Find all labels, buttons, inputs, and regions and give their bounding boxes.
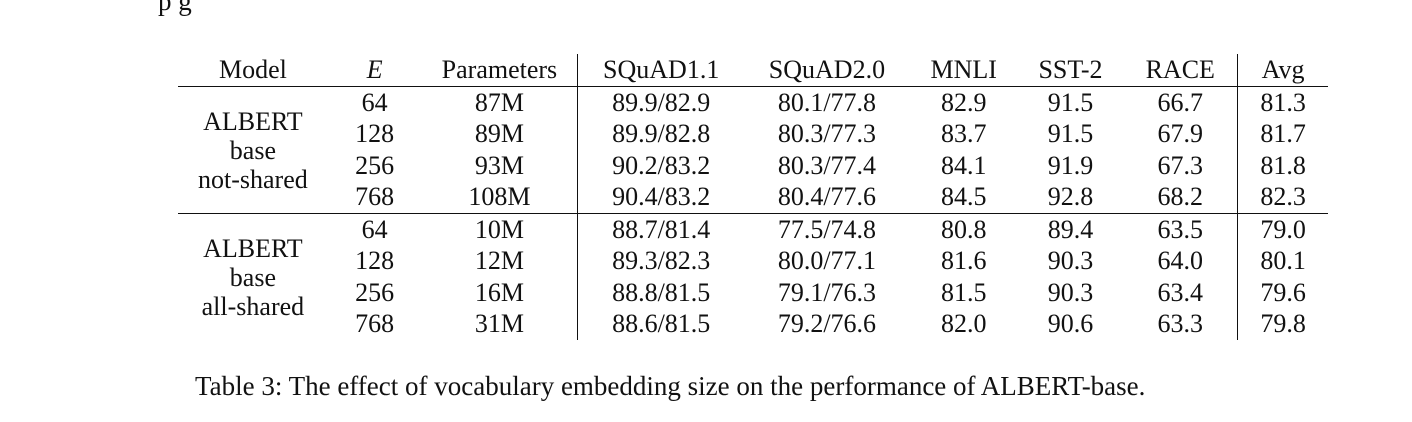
cell-params: 16M [474, 277, 524, 307]
model-line: base [229, 262, 276, 292]
header-race: RACE [1123, 54, 1238, 87]
cell-e: 256 [355, 150, 395, 180]
model-group-not-shared: ALBERT base not-shared [178, 86, 328, 214]
table-row: 768 108M 90.4/83.2 80.4/77.6 84.5 92.8 6… [178, 181, 1328, 214]
cell-params: 10M [421, 213, 578, 246]
cell-sst2: 91.5 [1017, 86, 1124, 119]
cell-mnli: 82.0 [940, 309, 987, 339]
cell-squad11: 89.3/82.3 [577, 245, 745, 277]
model-line: ALBERT [203, 233, 303, 263]
cell-params: 31M [474, 309, 524, 339]
table-header-row: Model E Parameters SQuAD1.1 SQuAD2.0 MNL… [178, 54, 1328, 87]
cell-params: 93M [474, 150, 524, 180]
cell-squad11: 89.9/82.9 [577, 86, 745, 119]
cell-race: 67.3 [1157, 150, 1204, 180]
cell-squad11: 90.4/83.2 [577, 181, 745, 214]
model-line: not-shared [198, 164, 308, 194]
cell-mnli: 81.6 [940, 246, 987, 276]
cell-squad11: 88.8/81.5 [577, 277, 745, 309]
cell-sst2: 90.6 [1047, 309, 1094, 339]
cell-e: 64 [327, 86, 422, 119]
cell-mnli: 83.7 [940, 119, 987, 149]
cell-squad20: 77.5/74.8 [744, 213, 910, 246]
cell-squad11: 90.2/83.2 [577, 150, 745, 182]
cell-avg: 79.8 [1237, 308, 1328, 340]
cell-sst2: 91.5 [1047, 119, 1094, 149]
cell-e: 256 [355, 277, 395, 307]
cell-params: 12M [474, 246, 524, 276]
header-mnli: MNLI [909, 54, 1018, 87]
cell-race: 66.7 [1123, 86, 1238, 119]
header-parameters: Parameters [421, 54, 578, 87]
model-group-all-shared: ALBERT base all-shared [178, 213, 328, 340]
table-row: 128 12M 89.3/82.3 80.0/77.1 81.6 90.3 64… [178, 245, 1328, 277]
cell-params: 108M [468, 182, 531, 212]
cell-squad20: 80.4/77.6 [777, 182, 877, 212]
cell-e: 64 [327, 213, 422, 246]
model-line: all-shared [201, 291, 305, 321]
cell-mnli: 81.5 [940, 277, 987, 307]
header-squad20: SQuAD2.0 [744, 54, 910, 87]
cell-squad11: 88.7/81.4 [577, 213, 745, 246]
model-line: ALBERT [203, 106, 303, 136]
cell-race: 63.3 [1157, 309, 1204, 339]
header-e: E [327, 54, 422, 87]
results-table: Model E Parameters SQuAD1.1 SQuAD2.0 MNL… [178, 54, 1328, 340]
cell-squad20: 80.3/77.4 [777, 150, 877, 180]
cell-avg: 81.3 [1237, 86, 1328, 119]
cell-avg: 81.8 [1237, 150, 1328, 182]
cell-mnli: 82.9 [909, 86, 1018, 119]
cell-params: 87M [421, 86, 578, 119]
cell-squad11: 89.9/82.8 [577, 118, 745, 150]
cell-race: 67.9 [1157, 119, 1204, 149]
cell-avg: 82.3 [1237, 181, 1328, 214]
cell-mnli: 84.1 [940, 150, 987, 180]
cell-sst2: 90.3 [1047, 277, 1094, 307]
cell-e: 128 [355, 119, 395, 149]
cell-params: 89M [474, 119, 524, 149]
truncated-text-line: p g [158, 0, 192, 16]
table-row: 768 31M 88.6/81.5 79.2/76.6 82.0 90.6 63… [178, 308, 1328, 340]
cell-squad20: 80.0/77.1 [777, 246, 877, 276]
cell-e: 768 [355, 182, 395, 212]
header-squad11: SQuAD1.1 [577, 54, 745, 87]
cell-squad20: 80.1/77.8 [744, 86, 910, 119]
cell-squad11: 88.6/81.5 [577, 308, 745, 340]
cell-race: 68.2 [1157, 182, 1204, 212]
cell-race: 63.5 [1123, 213, 1238, 246]
cell-sst2: 90.3 [1047, 246, 1094, 276]
table-row: 256 16M 88.8/81.5 79.1/76.3 81.5 90.3 63… [178, 277, 1328, 309]
table-row: 128 89M 89.9/82.8 80.3/77.3 83.7 91.5 67… [178, 118, 1328, 150]
table-row: ALBERT base not-shared 64 87M 89.9/82.9 … [178, 86, 1328, 214]
cell-squad20: 79.2/76.6 [777, 309, 877, 339]
cell-avg: 79.0 [1237, 213, 1328, 246]
header-avg: Avg [1237, 54, 1328, 87]
cell-race: 63.4 [1157, 277, 1204, 307]
header-model: Model [178, 54, 328, 87]
cell-mnli: 84.5 [940, 182, 987, 212]
header-sst2: SST-2 [1017, 54, 1124, 87]
cell-avg: 79.6 [1237, 277, 1328, 309]
cell-sst2: 91.9 [1047, 150, 1094, 180]
cell-e: 128 [355, 246, 395, 276]
table-row: ALBERT base all-shared 64 10M 88.7/81.4 … [178, 213, 1328, 340]
cell-sst2: 89.4 [1017, 213, 1124, 246]
cell-avg: 80.1 [1237, 245, 1328, 277]
cell-sst2: 92.8 [1047, 182, 1094, 212]
model-line: base [229, 135, 276, 165]
cell-avg: 81.7 [1237, 118, 1328, 150]
cell-e: 768 [355, 309, 395, 339]
cell-mnli: 80.8 [909, 213, 1018, 246]
cell-squad20: 79.1/76.3 [777, 277, 877, 307]
cell-race: 64.0 [1157, 246, 1204, 276]
cell-squad20: 80.3/77.3 [777, 119, 877, 149]
table-caption: Table 3: The effect of vocabulary embedd… [195, 371, 1146, 401]
table-row: 256 93M 90.2/83.2 80.3/77.4 84.1 91.9 67… [178, 150, 1328, 182]
